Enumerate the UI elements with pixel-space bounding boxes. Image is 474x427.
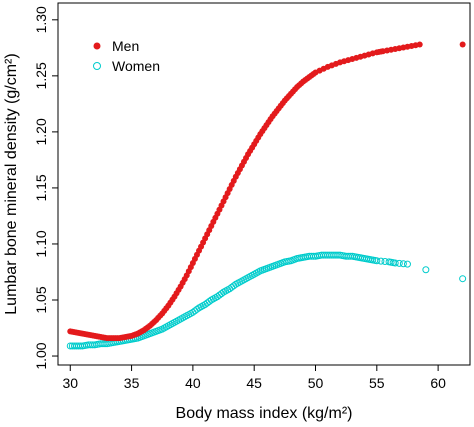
x-axis: 30 35 40 45 50 55 60 [62,365,446,391]
y-tick-label: 1.15 [33,174,49,201]
y-tick-label: 1.10 [33,230,49,257]
women-point [399,260,407,268]
women-point [373,257,381,265]
x-tick-label: 55 [369,375,385,391]
x-tick-label: 30 [62,375,78,391]
women-point [391,259,399,267]
women-point [459,275,467,283]
women-point [377,257,385,265]
y-tick-label: 1.20 [33,118,49,145]
y-axis: 1.00 1.05 1.10 1.15 1.20 1.25 1.30 [33,6,58,370]
x-tick-label: 45 [246,375,262,391]
y-tick-label: 1.25 [33,62,49,89]
series-men [67,41,466,342]
women-point [422,266,430,274]
women-point [395,259,403,267]
x-tick-label: 40 [185,375,201,391]
y-tick-label: 1.30 [33,6,49,33]
men-legend-label: Men [112,38,139,54]
x-tick-label: 35 [124,375,140,391]
x-tick-label: 60 [430,375,446,391]
women-legend-label: Women [112,58,160,74]
legend: Men Women [93,38,160,74]
women-legend-marker [93,62,101,70]
y-tick-label: 1.05 [33,286,49,313]
series-layer [66,41,467,350]
plot-frame [57,2,471,366]
x-tick-label: 50 [308,375,324,391]
x-axis-title: Body mass index (kg/m²) [176,405,353,422]
y-axis-title: Lumbar bone mineral density (g/cm²) [3,53,20,314]
series-women [66,251,467,350]
men-legend-marker [93,42,101,50]
y-tick-label: 1.00 [33,342,49,369]
men-point [459,41,466,48]
women-point [403,260,411,268]
men-point [416,41,423,48]
